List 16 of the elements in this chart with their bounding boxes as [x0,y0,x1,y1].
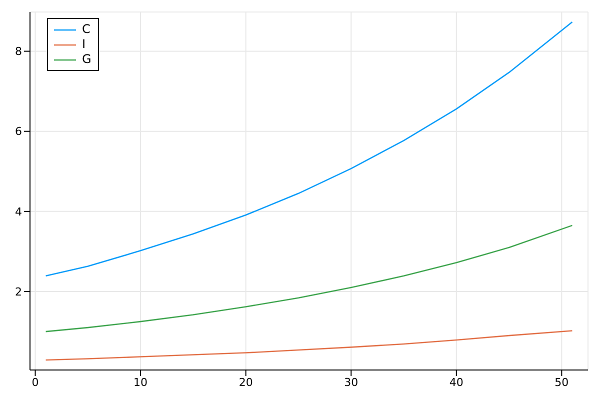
y-tick-label: 8 [15,45,22,58]
x-tick-label: 0 [32,376,39,389]
line-series [45,330,573,361]
y-tick-label: 6 [15,125,22,138]
line-series [45,21,573,277]
x-tick-label: 30 [344,376,358,389]
legend-label: I [82,37,86,52]
y-tick-label: 4 [15,205,22,218]
x-tick-label: 50 [554,376,569,389]
legend-label: G [82,52,92,67]
legend-label: C [82,22,90,37]
x-tick-label: 10 [134,376,148,389]
y-tick-label: 2 [15,285,22,298]
x-tick-label: 20 [238,376,253,389]
x-tick-label: 40 [449,376,464,389]
line-series [45,224,573,332]
